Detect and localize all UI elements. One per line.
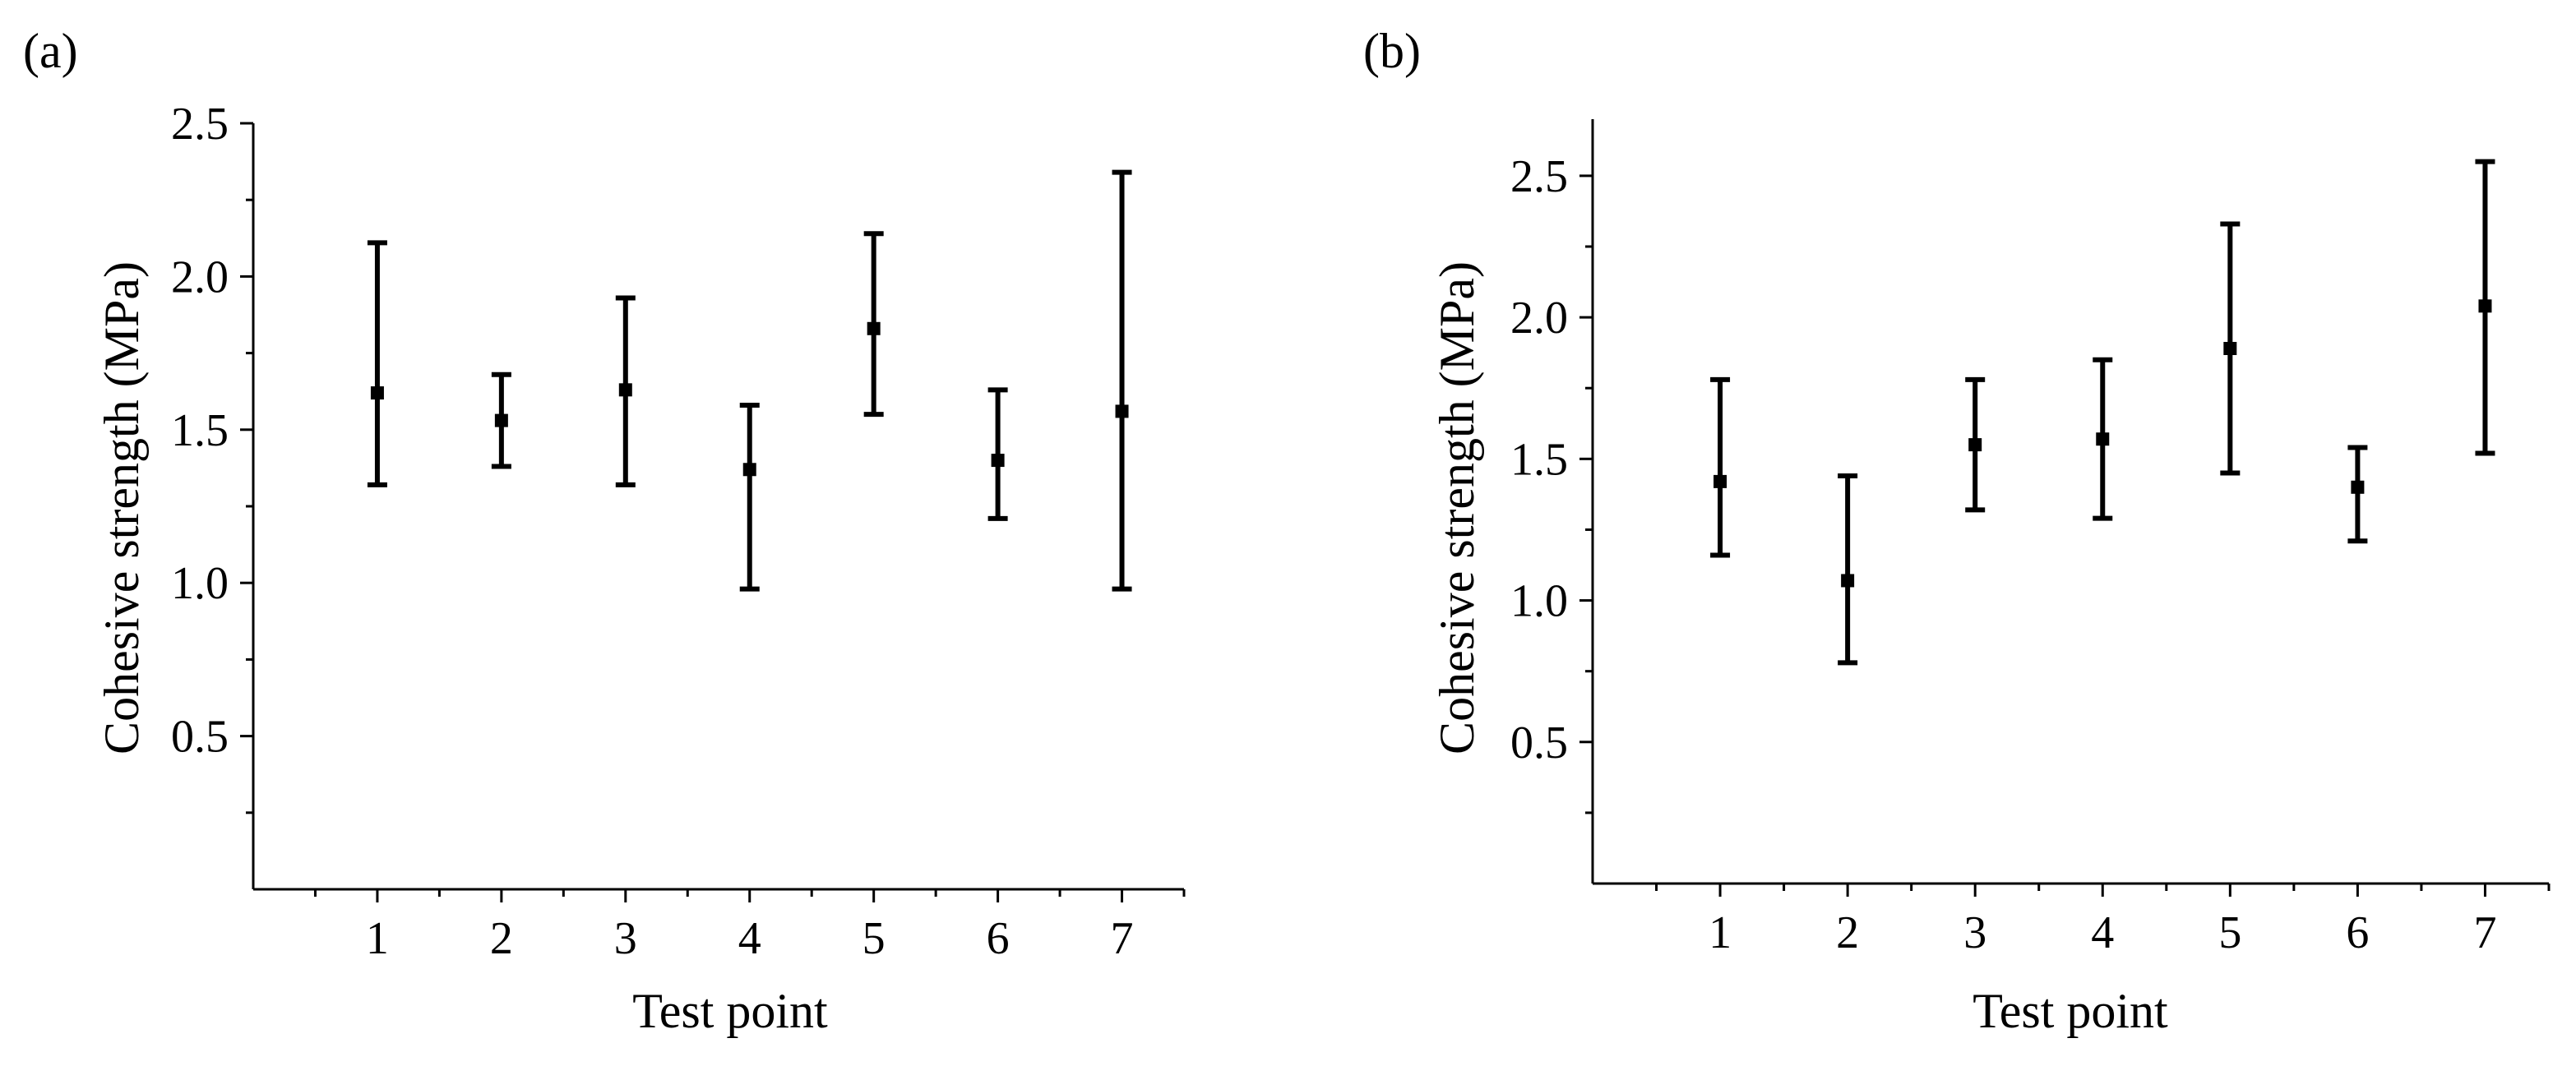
panel-a-data-point — [867, 321, 881, 335]
panel-a-y-tick-label: 2.0 — [171, 252, 229, 302]
panel-a-data-point — [370, 386, 384, 400]
panel-b-data-point — [2351, 480, 2365, 494]
panel-a-x-tick-label: 6 — [987, 913, 1010, 964]
panel-a-data-point — [991, 454, 1005, 468]
panel-a-label: (a) — [23, 24, 78, 78]
panel-b-x-axis-title: Test point — [1972, 984, 2168, 1038]
panel-b-data-point — [2096, 432, 2110, 446]
panel-a-x-tick-label: 2 — [490, 913, 513, 964]
panel-a-y-tick-label: 2.5 — [171, 99, 229, 150]
panel-a-data-point — [1115, 404, 1129, 418]
panel-b-y-tick-label: 0.5 — [1510, 718, 1568, 768]
panel-b-y-tick-label: 1.0 — [1510, 576, 1568, 627]
panel-b-y-tick-label: 2.0 — [1510, 293, 1568, 344]
panel-b: (b) Cohesive strength (MPa) Test point 0… — [1363, 24, 2551, 1038]
panel-b-y-axis-title: Cohesive strength (MPa) — [1430, 261, 1484, 755]
panel-a-data-point — [618, 383, 632, 397]
panel-b-data-point — [1713, 474, 1727, 488]
panel-a-y-axis-title: Cohesive strength (MPa) — [95, 261, 149, 755]
panel-b-data-point — [1968, 438, 1982, 452]
panel-b-x-tick-label: 7 — [2473, 907, 2496, 958]
panel-a-x-tick-label: 7 — [1111, 913, 1134, 964]
panel-b-x-tick-label: 3 — [1963, 907, 1986, 958]
panel-a-y-tick-label: 0.5 — [171, 712, 229, 763]
panel-a-data-point — [742, 463, 756, 477]
panel-a-x-axis-title: Test point — [632, 984, 828, 1038]
panel-b-label: (b) — [1363, 24, 1421, 78]
panel-a-x-tick-label: 1 — [366, 913, 389, 964]
panel-a-y-tick-label: 1.0 — [171, 558, 229, 609]
panel-a-x-tick-label: 4 — [738, 913, 761, 964]
panel-a-data-point — [494, 413, 508, 427]
panel-a-x-tick-label: 3 — [614, 913, 637, 964]
panel-b-y-tick-label: 2.5 — [1510, 151, 1568, 202]
panel-b-data-point — [2223, 342, 2237, 355]
panel-a-y-tick-label: 1.5 — [171, 405, 229, 456]
panel-a: (a) Cohesive strength (MPa) Test point 0… — [23, 24, 1186, 1038]
panel-b-plot-area: 0.5 1.0 1.5 2.0 2.5 1 2 3 4 5 6 7 — [1510, 119, 2551, 958]
panel-b-x-tick-label: 6 — [2346, 907, 2369, 958]
panel-b-x-tick-label: 1 — [1709, 907, 1732, 958]
panel-a-x-tick-label: 5 — [863, 913, 886, 964]
panel-b-data-point — [2478, 299, 2492, 313]
panel-a-plot-area: 0.5 1.0 1.5 2.0 2.5 1 2 3 4 5 6 7 — [171, 99, 1186, 964]
panel-b-x-tick-label: 5 — [2218, 907, 2241, 958]
panel-b-y-tick-label: 1.5 — [1510, 434, 1568, 485]
panel-b-x-tick-label: 4 — [2091, 907, 2114, 958]
panel-b-x-tick-label: 2 — [1836, 907, 1859, 958]
panel-b-data-point — [1841, 574, 1855, 588]
